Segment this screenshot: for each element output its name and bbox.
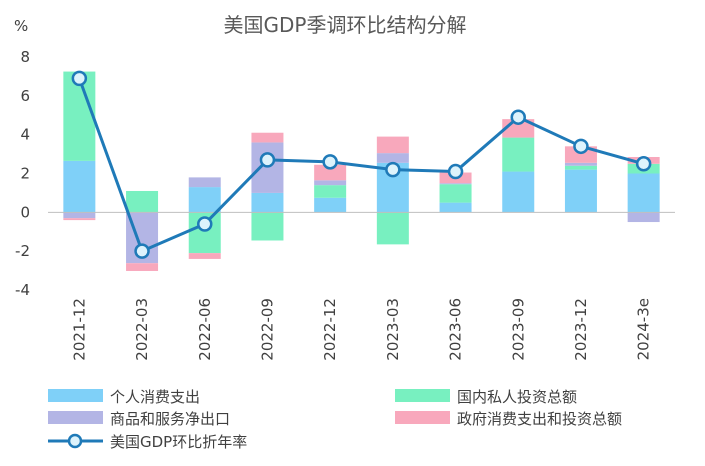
- gdp-point-2021-12: [71, 70, 88, 87]
- bar-segment-series-1-2023-12: [564, 165, 597, 170]
- bar-segment-series-0-2023-12: [564, 169, 597, 213]
- bar-segment-series-3-2023-03: [376, 136, 409, 154]
- gdp-point-2022-06: [197, 216, 213, 232]
- bar-segment-series-3-2022-12: [314, 164, 347, 181]
- bar-segment-series-1-2022-12: [314, 185, 347, 198]
- bar-segment-series-2-2023-06: [439, 183, 472, 185]
- bar-series-group: [63, 71, 660, 271]
- bar-segment-series-1-2023-09: [502, 137, 535, 172]
- x-tick-label: 2021-12: [70, 298, 88, 361]
- gdp-point-2022-09: [259, 152, 276, 168]
- bar-segment-series-3-2021-12: [63, 218, 96, 221]
- y-tick-label: 8: [20, 48, 30, 66]
- bar-segment-series-0-2021-12: [63, 160, 96, 213]
- x-tick-label: 2022-09: [258, 298, 276, 361]
- y-tick-label: -4: [15, 281, 30, 299]
- y-tick-label: -2: [15, 242, 30, 260]
- y-tick-label: 6: [20, 87, 30, 105]
- x-tick-label: 2022-06: [196, 298, 214, 361]
- legend-label-1: 国内私人投资总额: [457, 388, 577, 406]
- x-tick-label: 2023-03: [384, 298, 402, 361]
- x-tick-label: 2023-12: [572, 298, 590, 361]
- legend-label-4: 美国GDP环比折年率: [110, 433, 247, 451]
- bar-segment-series-0-2024-3e: [627, 173, 660, 213]
- bar-segment-series-0-2023-06: [439, 202, 472, 213]
- gdp-point-2023-06: [447, 163, 464, 180]
- gdp-point-2024-3e: [635, 156, 652, 172]
- bar-segment-series-2-2022-06: [188, 177, 221, 188]
- y-axis-unit-label: %: [14, 17, 28, 35]
- x-tick-label: 2024-3e: [635, 298, 653, 360]
- bar-segment-series-2-2022-12: [314, 180, 347, 186]
- bar-segment-series-2-2022-09: [251, 142, 284, 193]
- bar-segment-series-3-2022-03: [126, 263, 159, 271]
- x-tick-label: 2022-12: [321, 298, 339, 361]
- legend-label-2: 商品和服务净出口: [110, 410, 230, 428]
- y-tick-label: 2: [20, 165, 30, 183]
- bar-segment-series-1-2022-03: [126, 190, 159, 213]
- legend-marker: [67, 433, 83, 449]
- gdp-point-2022-03: [134, 243, 150, 259]
- gdp-point-2023-12: [573, 138, 589, 155]
- bar-segment-series-3-2022-06: [188, 253, 221, 259]
- legend-swatch-2: [48, 411, 103, 424]
- y-tick-label: 0: [20, 203, 30, 221]
- bar-segment-series-1-2022-09: [251, 212, 284, 241]
- bar-segment-series-0-2022-09: [251, 192, 284, 213]
- bar-segment-series-1-2023-03: [376, 212, 409, 245]
- legend-label-3: 政府消费支出和投资总额: [457, 410, 622, 428]
- x-tick-label: 2023-06: [447, 298, 465, 361]
- x-tick-label: 2022-03: [133, 298, 151, 361]
- bar-segment-series-0-2022-06: [188, 187, 221, 213]
- bar-segment-series-2-2023-12: [564, 162, 597, 166]
- gdp-point-2023-09: [510, 109, 526, 125]
- bar-segment-series-3-2022-09: [251, 132, 284, 143]
- y-tick-label: 4: [20, 126, 30, 144]
- bar-segment-series-0-2022-12: [314, 197, 347, 213]
- bar-segment-series-2-2021-12: [63, 212, 96, 219]
- bar-segment-series-2-2024-3e: [627, 212, 660, 223]
- bar-segment-series-1-2021-12: [63, 71, 96, 161]
- legend-swatch-3: [395, 411, 450, 424]
- chart-title: 美国GDP季调环比结构分解: [224, 13, 467, 37]
- bar-segment-series-3-2023-12: [564, 146, 597, 163]
- legend-swatch-1: [395, 389, 450, 402]
- x-axis-ticks: 2021-12 2022-03 2022-06 2022-09 2022-12 2023-…: [70, 298, 652, 361]
- legend-label-0: 个人消费支出: [110, 388, 200, 406]
- gdp-line-group: [71, 70, 652, 259]
- x-tick-label: 2023-09: [509, 298, 527, 361]
- gdp-line-path: [77, 77, 645, 253]
- bar-segment-series-2-2023-03: [376, 153, 409, 163]
- legend-swatch-0: [48, 389, 103, 402]
- bar-segment-series-1-2023-06: [439, 184, 472, 203]
- gdp-point-2023-03: [385, 161, 401, 178]
- gdp-point-2022-12: [322, 154, 338, 170]
- y-axis-ticks: -4 -2 0 2 4 6 8: [15, 48, 30, 299]
- bar-segment-series-0-2023-09: [502, 171, 535, 213]
